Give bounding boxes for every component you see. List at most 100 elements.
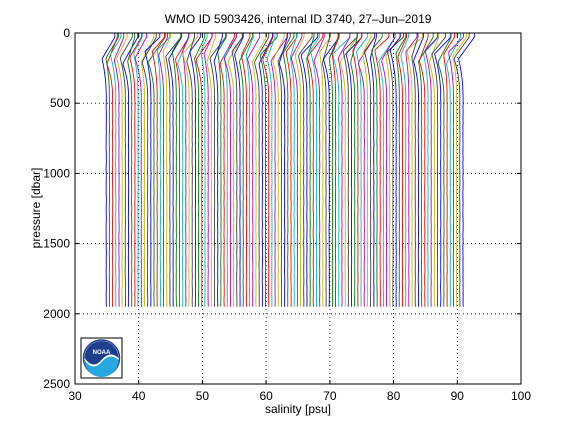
x-tick-label: 70 xyxy=(323,389,337,403)
axis-ticks xyxy=(74,32,522,385)
profile-line xyxy=(182,33,198,307)
profile-line xyxy=(116,33,128,307)
profile-line xyxy=(290,33,303,307)
profile-line xyxy=(148,33,166,307)
logo-wave xyxy=(84,356,119,377)
x-tick-label: 40 xyxy=(132,389,146,403)
profile-line xyxy=(195,33,213,307)
profile-line xyxy=(307,33,324,307)
profile-line xyxy=(209,33,227,307)
profile-line xyxy=(101,33,116,307)
profile-line xyxy=(234,33,244,307)
noaa-logo-icon: NOAA xyxy=(80,337,123,379)
profile-line xyxy=(175,33,190,307)
y-tick-labels: 0 500 1000 1500 2000 2500 xyxy=(43,26,70,391)
profile-line xyxy=(313,33,325,307)
y-tick-label: 2000 xyxy=(43,307,70,321)
profile-line xyxy=(332,33,351,307)
profile-line xyxy=(254,33,270,307)
profile-line xyxy=(189,33,201,307)
x-tick-labels: 30 40 50 60 70 80 90 100 xyxy=(68,389,531,403)
profile-line xyxy=(364,33,376,307)
profile-line xyxy=(262,33,274,307)
profile-line xyxy=(182,33,189,307)
profile-line xyxy=(105,33,119,307)
profile-line xyxy=(306,33,315,307)
profile-line xyxy=(350,33,358,307)
x-axis-label: salinity [psu] xyxy=(265,402,331,416)
y-tick-label: 0 xyxy=(63,26,70,40)
profile-line xyxy=(378,33,396,307)
profile-line xyxy=(362,33,372,307)
profile-line xyxy=(340,33,358,307)
y-tick-label: 2500 xyxy=(43,377,70,391)
plot-area xyxy=(75,33,521,384)
grid-lines xyxy=(75,33,521,384)
profile-line xyxy=(110,33,122,307)
profile-line xyxy=(310,33,320,307)
profile-line xyxy=(277,33,291,307)
profile-line xyxy=(129,33,143,307)
profile-line xyxy=(452,33,468,307)
axes-box xyxy=(74,32,522,385)
profile-line xyxy=(428,33,440,307)
profile-line xyxy=(141,33,157,307)
profile-line xyxy=(186,33,195,307)
profile-line xyxy=(206,33,216,307)
profile-line xyxy=(374,33,390,307)
profile-line xyxy=(445,33,461,307)
profile-line xyxy=(390,33,401,307)
profile-line xyxy=(217,33,227,307)
profile-line xyxy=(337,33,351,307)
profile-line xyxy=(458,33,475,307)
profile-line xyxy=(134,33,147,307)
profile-line xyxy=(168,33,182,307)
profile-line xyxy=(300,33,319,307)
profile-line xyxy=(322,33,331,307)
profile-line xyxy=(240,33,251,307)
profile-line xyxy=(453,33,470,307)
profile-line xyxy=(133,33,143,307)
profile-line xyxy=(279,33,288,307)
x-tick-label: 90 xyxy=(451,389,465,403)
profile-line xyxy=(162,33,171,307)
profile-line xyxy=(290,33,297,307)
profile-line xyxy=(238,33,253,307)
profile-line xyxy=(246,33,261,307)
profile-line xyxy=(285,33,298,307)
profile-line xyxy=(266,33,276,307)
profile-line xyxy=(177,33,190,307)
logo-text: NOAA xyxy=(93,350,111,356)
profile-line xyxy=(223,33,238,307)
profile-line xyxy=(352,33,363,307)
profile-line xyxy=(194,33,206,307)
profile-line xyxy=(114,33,125,307)
x-tick-label: 80 xyxy=(387,389,401,403)
profile-line xyxy=(106,33,118,307)
profile-line xyxy=(119,33,133,307)
profile-line xyxy=(127,33,136,307)
profile-line xyxy=(272,33,285,307)
chart-title: WMO ID 5903426, internal ID 3740, 27–Jun… xyxy=(165,12,432,26)
profile-line xyxy=(298,33,313,307)
profile-line xyxy=(358,33,376,307)
profile-line xyxy=(395,33,407,307)
y-tick-label: 1000 xyxy=(43,166,70,180)
profile-line xyxy=(323,33,340,307)
x-tick-label: 30 xyxy=(68,389,82,403)
profile-line xyxy=(431,33,446,307)
y-tick-label: 500 xyxy=(50,96,70,110)
y-tick-label: 1500 xyxy=(43,237,70,251)
profile-line xyxy=(381,33,396,307)
profile-line xyxy=(345,33,363,307)
profile-line xyxy=(224,33,237,307)
logo-bird xyxy=(84,341,119,365)
profile-line xyxy=(418,33,434,307)
profile-line xyxy=(331,33,340,307)
profile-line xyxy=(319,33,331,307)
profile-line xyxy=(406,33,423,307)
y-axis-label: pressure [dbar] xyxy=(29,168,43,249)
profile-line xyxy=(437,33,452,307)
profile-line xyxy=(200,33,208,307)
